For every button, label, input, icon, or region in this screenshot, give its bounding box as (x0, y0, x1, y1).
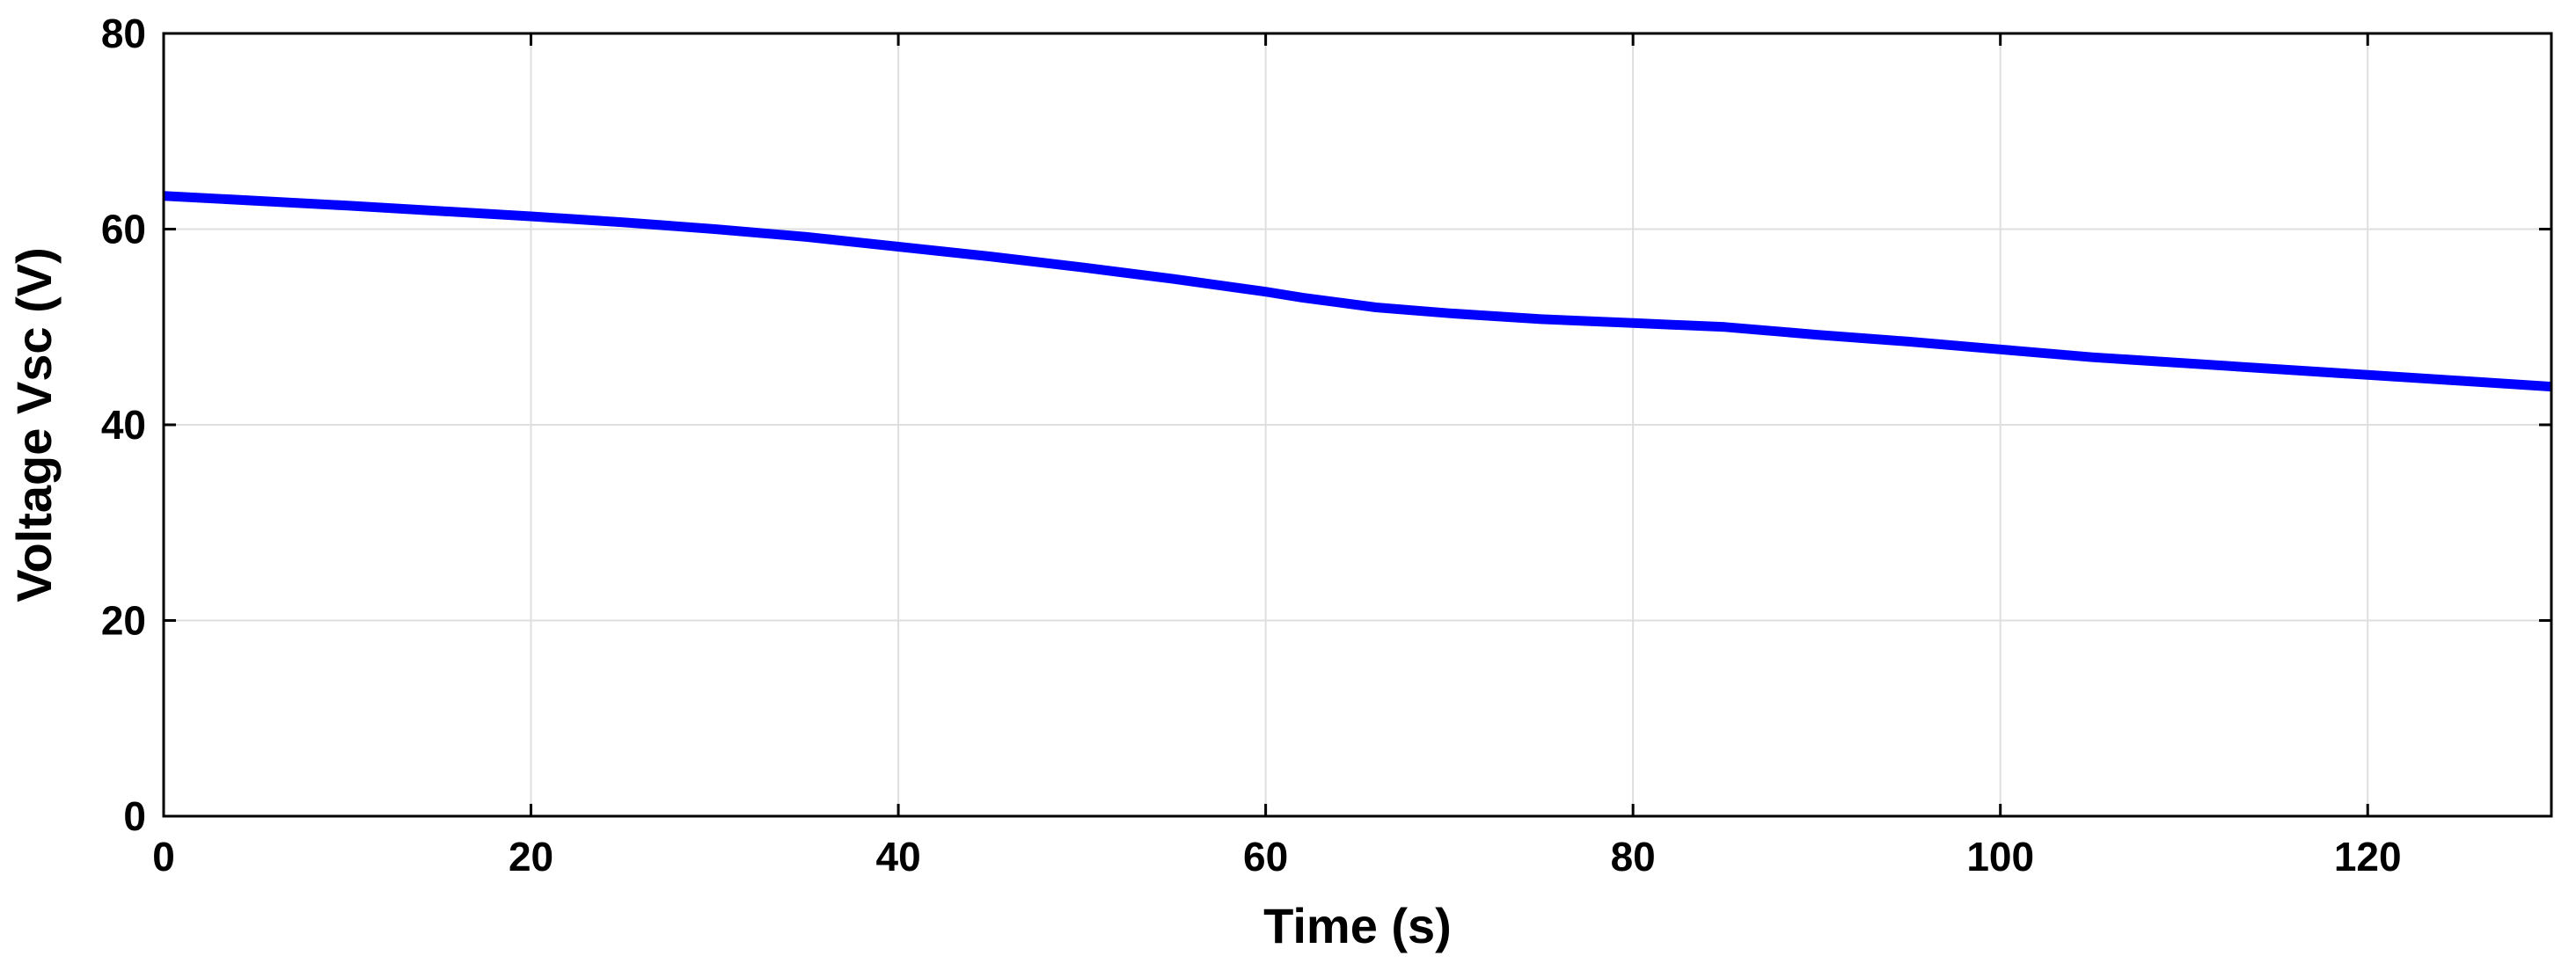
x-tick-label: 80 (1611, 834, 1656, 879)
y-tick-label: 0 (123, 793, 146, 839)
x-tick-label: 100 (1966, 834, 2034, 879)
y-tick-label: 80 (101, 11, 146, 56)
x-tick-label: 0 (152, 834, 175, 879)
grid-layer (163, 33, 2551, 817)
y-tick-label: 40 (101, 402, 146, 448)
x-tick-label: 40 (875, 834, 920, 879)
tick-layer: 0 20 40 60 80 100 120 0 20 40 60 80 (101, 11, 2551, 879)
y-tick-label: 60 (101, 207, 146, 252)
x-axis-label: Time (s) (1263, 898, 1452, 953)
x-tick-label: 20 (509, 834, 553, 879)
y-axis-label: Voltage Vsc (V) (6, 247, 62, 602)
series-layer (163, 191, 2552, 392)
x-tick-label: 120 (2334, 834, 2402, 879)
y-tick-label: 20 (101, 598, 146, 644)
series-line-0 (163, 191, 2552, 392)
x-tick-label: 60 (1243, 834, 1288, 879)
